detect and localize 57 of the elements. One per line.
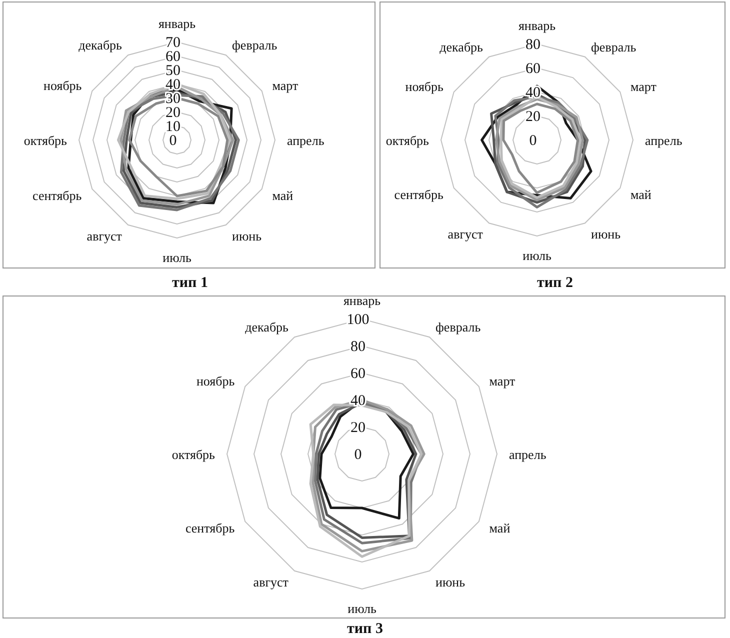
y-tick-label: 60 bbox=[166, 49, 180, 65]
spoke-label: март bbox=[272, 78, 298, 93]
y-tick-label: 70 bbox=[166, 35, 180, 51]
spoke-label: ноябрь bbox=[44, 78, 82, 93]
spoke-label: октябрь bbox=[386, 133, 430, 148]
y-tick-label: 40 bbox=[166, 77, 180, 93]
y-tick-label: 10 bbox=[166, 119, 180, 135]
spoke-label: март bbox=[489, 374, 516, 388]
spoke-label: апрель bbox=[645, 133, 682, 148]
spoke-label: июль bbox=[522, 248, 552, 263]
spoke-label: август bbox=[448, 226, 484, 242]
spoke-label: апрель bbox=[509, 447, 546, 462]
spoke-label: сентябрь bbox=[185, 520, 235, 536]
spoke-label: март bbox=[630, 79, 657, 94]
y-tick-label: 80 bbox=[350, 339, 366, 355]
y-tick-label: 20 bbox=[166, 105, 180, 121]
spoke-label: февраль bbox=[232, 38, 278, 53]
y-tick-label: 20 bbox=[350, 420, 366, 436]
spoke-label: сентябрь bbox=[394, 187, 444, 202]
spoke-label: май bbox=[272, 188, 294, 203]
spoke-label: январь bbox=[343, 293, 381, 308]
spoke-label: октябрь bbox=[172, 447, 216, 462]
spoke-label: июнь bbox=[436, 574, 466, 590]
y-tick-label: 30 bbox=[166, 91, 180, 107]
spoke-label: январь bbox=[158, 16, 196, 31]
spoke-label: апрель bbox=[287, 133, 324, 148]
y-tick-label: 50 bbox=[166, 63, 180, 79]
y-tick-label: 0 bbox=[169, 133, 177, 149]
y-tick-label: 20 bbox=[526, 109, 540, 125]
text: тип 2 bbox=[537, 275, 573, 291]
spoke-label: февраль bbox=[436, 320, 481, 335]
spoke-label: октябрь bbox=[24, 133, 68, 148]
y-tick-label: 60 bbox=[526, 61, 540, 77]
y-tick-label: 0 bbox=[354, 447, 362, 463]
spoke-label: июнь bbox=[232, 228, 262, 244]
text: тип 3 bbox=[347, 621, 383, 637]
spoke-label: ноябрь bbox=[405, 79, 444, 94]
y-tick-label: 0 bbox=[529, 133, 537, 149]
spoke-label: июль bbox=[162, 250, 192, 265]
y-tick-label: 100 bbox=[346, 312, 370, 328]
spoke-label: декабрь bbox=[440, 39, 484, 54]
spoke-label: май bbox=[630, 187, 652, 202]
spoke-label: сентябрь bbox=[32, 188, 82, 203]
text: тип 1 bbox=[172, 275, 208, 291]
spoke-label: январь bbox=[518, 18, 556, 33]
spoke-label: май bbox=[489, 520, 510, 536]
y-tick-label: 80 bbox=[526, 37, 540, 53]
y-tick-label: 40 bbox=[526, 85, 540, 101]
spoke-label: декабрь bbox=[245, 320, 289, 335]
spoke-label: июль bbox=[348, 601, 376, 616]
spoke-label: август bbox=[253, 574, 289, 590]
spoke-label: февраль bbox=[591, 39, 636, 54]
spoke-label: август bbox=[86, 228, 122, 244]
y-tick-label: 60 bbox=[350, 366, 366, 382]
spoke-label: декабрь bbox=[78, 38, 122, 53]
spoke-label: июнь bbox=[591, 226, 621, 242]
spoke-label: ноябрь bbox=[196, 374, 235, 388]
